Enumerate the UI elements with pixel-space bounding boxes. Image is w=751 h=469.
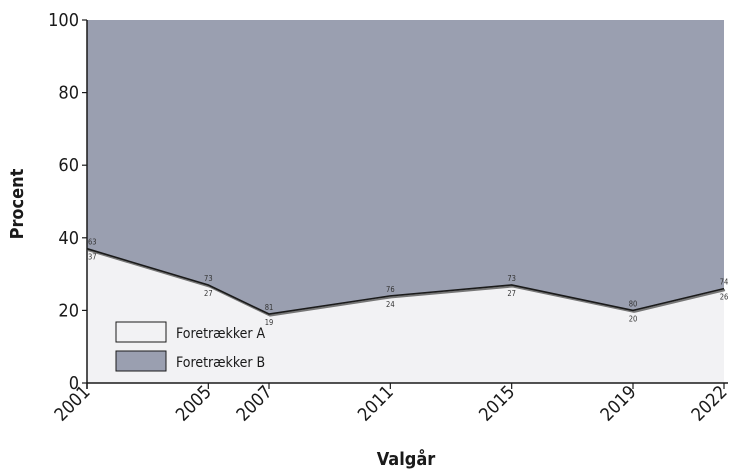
data-label-a: 26: [720, 293, 729, 302]
y-tick-label: 80: [58, 83, 79, 104]
y-tick-label: 20: [58, 300, 79, 321]
x-axis-title: Valgår: [377, 448, 436, 469]
x-tick-label: 2005: [172, 382, 216, 426]
legend-swatch-b: [115, 350, 167, 372]
y-tick-label: 60: [58, 155, 79, 176]
y-axis-title: Procent: [7, 168, 28, 239]
legend-label-b: Foretrækker B: [176, 355, 265, 371]
legend-swatch-a: [115, 321, 167, 343]
x-tick-label: 2022: [688, 382, 732, 426]
data-label-b: 73: [507, 274, 516, 283]
data-label-a: 24: [386, 300, 395, 309]
data-label-b: 74: [720, 278, 729, 287]
data-label-a: 27: [507, 289, 516, 298]
x-tick-label: 2019: [597, 382, 641, 426]
legend: Foretrækker A Foretrækker B: [115, 321, 266, 372]
y-tick-label: 100: [48, 10, 79, 31]
x-tick-label: 2015: [475, 382, 519, 426]
plot-area: 63 37 73 27 81 19 76 24 73 27 80 20 74 26: [86, 20, 729, 383]
x-tick-label: 2001: [51, 382, 95, 426]
data-label-a: 37: [88, 253, 97, 262]
data-label-a: 27: [204, 289, 213, 298]
boundary-line: [86, 247, 725, 315]
legend-label-a: Foretrækker A: [176, 326, 266, 342]
series-area-b: [87, 20, 724, 315]
x-tick-label: 2007: [233, 382, 277, 426]
data-label-b: 80: [629, 299, 638, 308]
data-label-a: 20: [629, 314, 638, 323]
y-tick-label: 40: [58, 228, 79, 249]
data-label-a: 19: [265, 318, 274, 327]
data-label-b: 63: [88, 238, 97, 247]
data-label-b: 76: [386, 285, 395, 294]
data-label-b: 73: [204, 274, 213, 283]
boundary-line-shadow: [87, 249, 726, 317]
data-label-b: 81: [265, 303, 274, 312]
x-tick-label: 2011: [354, 382, 398, 426]
y-tick-label: 0: [69, 373, 79, 394]
series-area-a: [87, 248, 724, 383]
